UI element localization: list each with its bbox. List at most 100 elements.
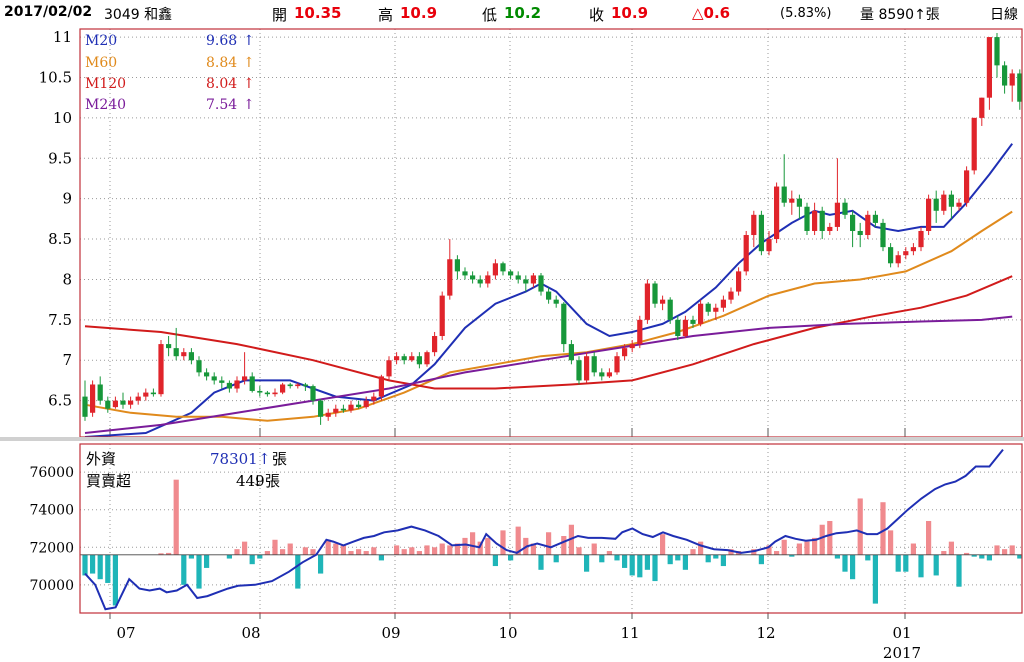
candle [401,353,407,365]
net-buy-bar [857,498,863,555]
candle-body [150,392,156,395]
candle-body [796,198,802,207]
candle-body [333,408,339,413]
candle-body [386,360,392,377]
candle [561,302,567,353]
moving-averages [84,143,1014,438]
candle [272,388,278,397]
candle [926,194,932,236]
candle-body [599,372,605,377]
net-buy-bar [667,554,673,565]
net-buy-bar [112,554,118,606]
candle [774,182,780,244]
candle-body [226,382,232,389]
candle-body [485,275,491,284]
candle-body [766,239,772,252]
candle [120,392,126,409]
candle-body [553,299,559,304]
candle [675,315,681,341]
candle-body [90,384,96,413]
candle-body [956,202,962,207]
candle [682,315,688,338]
candle-body [530,275,536,284]
candle-body [219,380,225,383]
candle-body [576,360,582,381]
high-label: 高 [378,6,394,24]
candle-body [128,400,134,405]
candle-body [926,198,932,231]
candle [568,340,574,365]
candle [378,374,384,401]
candle [257,386,263,397]
candle [850,210,856,248]
candle [584,352,590,383]
candle [751,210,757,248]
holdings-tick-label: 76000 [29,465,74,481]
candle-body [948,194,954,207]
candle [492,259,498,280]
candle [690,315,696,328]
candle [644,279,650,324]
candle-body [705,303,711,312]
candle [903,247,909,260]
candlesticks [82,33,1023,425]
candle-body [280,384,286,393]
net-buy-bar [371,547,377,555]
candle [576,356,582,385]
candle-body [135,396,141,401]
candle [470,271,476,284]
candle [97,376,103,405]
candle [553,295,559,308]
candle [500,261,506,276]
net-buy-bar [675,554,681,561]
net-buy-bar [584,554,590,572]
candle-body [880,222,886,248]
net-buy-bar [356,549,362,555]
candle [204,368,210,381]
candle-body [789,198,795,203]
candle [416,352,422,369]
candle [371,392,377,405]
net-buy-bar [994,545,1000,555]
net-buy-bar [1009,545,1015,555]
candle-body [97,384,103,401]
candle-body [356,404,362,408]
net-buy-bar [158,553,164,555]
net-buy-bar [234,549,240,555]
quote-date: 2017/02/02 [4,4,93,20]
net-buy-bar [280,549,286,555]
candle [348,400,354,413]
net-buy-bar [508,554,514,561]
net-buy-bar [416,551,422,555]
panel-divider[interactable] [0,437,1024,441]
candle-body [394,356,400,361]
net-buy-bar [591,543,597,555]
candle-body [850,214,856,231]
candle-body [302,384,308,387]
candle-body [1002,65,1008,86]
month-tick-label: 11 [620,624,639,642]
candle [698,299,704,327]
candle [1002,61,1008,94]
candle [629,340,635,353]
net-buy-bar [97,554,103,580]
net-buy-bar [956,554,962,587]
candle-body [249,376,255,391]
candle [523,275,529,292]
candle-body [1017,73,1023,102]
net-buy-bar [842,554,848,572]
net-buy-bar [872,554,878,604]
candle-body [242,376,248,381]
open-label: 開 [272,6,288,24]
candle [302,382,308,391]
candle-body [644,283,650,320]
candle [720,295,726,312]
candle [530,272,536,288]
candle [546,287,552,304]
candle [515,271,521,284]
year-label: 2017 [883,644,921,662]
candle [181,348,187,361]
candle-body [857,230,863,236]
candle-body [743,235,749,272]
